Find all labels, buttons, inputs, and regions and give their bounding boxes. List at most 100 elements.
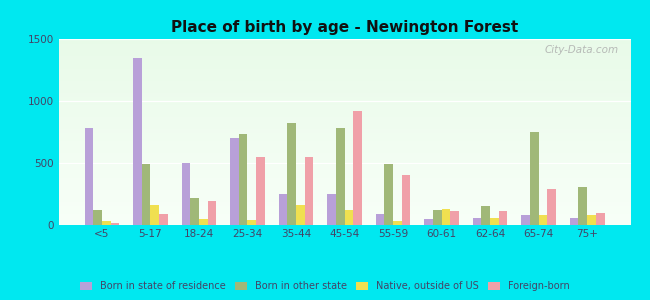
Bar [58, 110, 630, 111]
Bar [58, 122, 630, 123]
Bar [58, 162, 630, 163]
Bar [58, 171, 630, 172]
Bar [58, 160, 630, 161]
Bar [58, 167, 630, 168]
Bar [58, 157, 630, 158]
Bar [539, 215, 547, 225]
Bar [58, 49, 630, 50]
Bar [58, 45, 630, 46]
Bar [58, 41, 630, 42]
Bar [58, 64, 630, 65]
Bar [58, 82, 630, 83]
Bar [58, 213, 630, 214]
Bar [58, 120, 630, 121]
Bar [58, 107, 630, 108]
Bar [58, 201, 630, 202]
Bar [58, 221, 630, 222]
Bar [58, 158, 630, 159]
Bar [58, 113, 630, 114]
Bar [58, 46, 630, 47]
Bar [58, 172, 630, 173]
Bar [199, 219, 208, 225]
Bar [58, 204, 630, 205]
Bar [58, 206, 630, 207]
Bar [58, 73, 630, 74]
Bar [256, 157, 265, 225]
Bar [58, 94, 630, 95]
Bar [58, 205, 630, 206]
Bar [58, 78, 630, 79]
Bar [58, 163, 630, 164]
Bar [58, 48, 630, 49]
Bar [58, 181, 630, 182]
Bar [58, 211, 630, 212]
Bar [58, 187, 630, 188]
Text: City-Data.com: City-Data.com [545, 45, 619, 55]
Legend: Born in state of residence, Born in other state, Native, outside of US, Foreign-: Born in state of residence, Born in othe… [77, 278, 573, 295]
Bar [58, 180, 630, 181]
Bar [58, 116, 630, 117]
Bar [58, 71, 630, 73]
Bar [58, 176, 630, 177]
Bar [58, 87, 630, 88]
Bar [58, 76, 630, 77]
Bar [58, 146, 630, 147]
Bar [58, 98, 630, 99]
Bar [58, 152, 630, 153]
Bar [58, 77, 630, 78]
Bar [58, 118, 630, 119]
Bar [248, 220, 256, 225]
Bar [58, 70, 630, 71]
Bar [58, 85, 630, 86]
Bar [353, 111, 362, 225]
Bar [190, 198, 199, 225]
Bar [58, 144, 630, 145]
Bar [58, 130, 630, 131]
Bar [58, 115, 630, 116]
Bar [279, 194, 287, 225]
Bar [58, 186, 630, 187]
Bar [58, 57, 630, 58]
Bar [384, 164, 393, 225]
Bar [58, 102, 630, 103]
Bar [58, 106, 630, 107]
Bar [58, 44, 630, 45]
Bar [58, 151, 630, 152]
Bar [58, 218, 630, 219]
Bar [58, 134, 630, 135]
Bar [58, 92, 630, 93]
Bar [58, 199, 630, 200]
Bar [102, 221, 110, 225]
Bar [58, 212, 630, 213]
Bar [58, 74, 630, 75]
Bar [58, 85, 630, 86]
Bar [58, 220, 630, 221]
Bar [58, 197, 630, 198]
Bar [481, 206, 490, 225]
Bar [58, 136, 630, 138]
Bar [58, 136, 630, 137]
Bar [58, 90, 630, 91]
Bar [596, 213, 605, 225]
Bar [58, 55, 630, 56]
Bar [58, 149, 630, 150]
Bar [58, 147, 630, 148]
Bar [58, 42, 630, 43]
Bar [58, 125, 630, 126]
Bar [58, 58, 630, 59]
Bar [58, 208, 630, 209]
Bar [58, 128, 630, 129]
Bar [58, 129, 630, 130]
Bar [58, 164, 630, 166]
Bar [336, 128, 344, 225]
Bar [587, 215, 596, 225]
Bar [58, 145, 630, 146]
Bar [58, 59, 630, 60]
Bar [433, 210, 441, 225]
Bar [58, 127, 630, 128]
Bar [58, 155, 630, 156]
Bar [58, 101, 630, 102]
Bar [239, 134, 248, 225]
Bar [58, 133, 630, 134]
Bar [58, 203, 630, 204]
